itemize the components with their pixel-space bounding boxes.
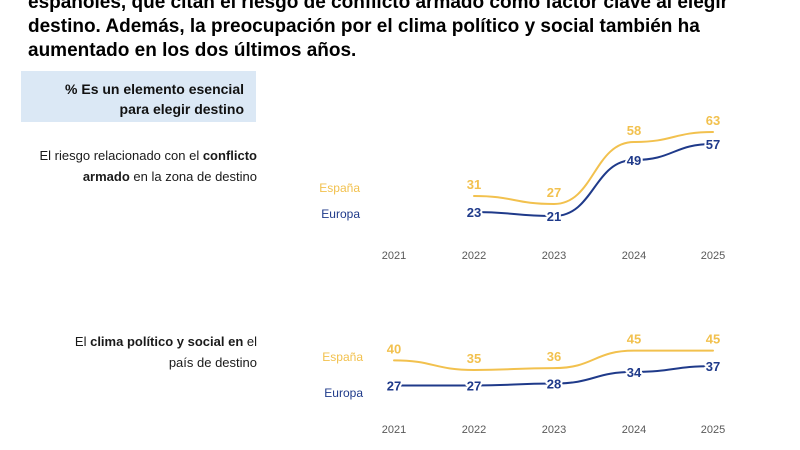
chart-2-value-espana: 35	[467, 351, 481, 366]
headline-line-3: aumentado en los dos últimos años.	[28, 40, 357, 61]
chart-2-value-europa: 27	[387, 378, 401, 393]
chart-2-label: El clima político y social en el país de …	[10, 331, 257, 373]
chart-1-line-espana	[473, 131, 714, 206]
legend-line-2: para elegir destino	[119, 101, 244, 117]
chart-1-value-europa: 49	[627, 153, 641, 168]
chart-2-series-name-europa: Europa	[324, 386, 363, 400]
legend-box: % Es un elemento esencial para elegir de…	[21, 71, 256, 122]
chart-1-label-part: El riesgo relacionado con el	[39, 148, 203, 163]
chart-1-tick-label: 2023	[542, 250, 566, 262]
chart-2-value-espana: 45	[706, 332, 720, 347]
chart-1-value-espana: 63	[706, 113, 720, 128]
chart-1-value-europa: 23	[467, 205, 481, 220]
headline: españoles, que citan el riesgo de confli…	[28, 0, 788, 63]
chart-2-value-europa: 34	[627, 365, 642, 380]
chart-2-series-name-espana: España	[322, 350, 363, 364]
headline-line-1: españoles, que citan el riesgo de confli…	[28, 0, 729, 13]
chart-1-label-part: en la zona de destino	[129, 169, 257, 184]
chart-2-line-europa	[393, 365, 714, 387]
chart-2-value-europa: 27	[467, 378, 481, 393]
chart-2-value-europa: 37	[706, 359, 720, 374]
chart-2-line-espana	[393, 349, 714, 372]
chart-2-value-europa: 28	[547, 377, 561, 392]
chart-2-value-espana: 40	[387, 341, 401, 356]
chart-2-label-part: el	[243, 334, 257, 349]
chart-2-tick-label: 2023	[542, 424, 566, 436]
chart-1-tick-label: 2021	[382, 250, 406, 262]
chart-1-line-europa	[473, 143, 714, 218]
chart-1-label-part: armado	[82, 169, 130, 184]
chart-2-tick-label: 2021	[382, 424, 406, 436]
chart-1-value-espana: 58	[627, 123, 641, 138]
chart-1-value-europa: 57	[706, 137, 720, 152]
chart-1-value-europa: 21	[547, 209, 561, 224]
chart-1-tick-label: 2024	[622, 250, 646, 262]
chart-2-label-part: El	[74, 334, 91, 349]
chart-1-label-part: conflicto	[202, 148, 257, 163]
legend-line-1: % Es un elemento esencial	[65, 81, 244, 97]
chart-2-label-part: país de destino	[168, 355, 257, 370]
chart-2-value-espana: 36	[547, 349, 561, 364]
chart-2-tick-label: 2024	[622, 424, 646, 436]
chart-2-label-part: clima político y social en	[90, 334, 244, 349]
chart-1-tick-label: 2022	[462, 250, 486, 262]
chart-1-tick-label: 2025	[701, 250, 725, 262]
chart-1-series-name-espana: España	[319, 181, 360, 195]
chart-2-tick-label: 2022	[462, 424, 486, 436]
headline-line-2: destino. Además, la preocupación por el …	[28, 16, 700, 37]
chart-1-label: El riesgo relacionado con el conflicto ar…	[10, 145, 258, 187]
chart-1-value-espana: 31	[467, 177, 481, 192]
chart-2-tick-label: 2025	[701, 424, 725, 436]
chart-1-value-espana: 27	[547, 185, 561, 200]
chart-2-value-espana: 45	[627, 332, 641, 347]
chart-1-series-name-europa: Europa	[321, 207, 360, 221]
